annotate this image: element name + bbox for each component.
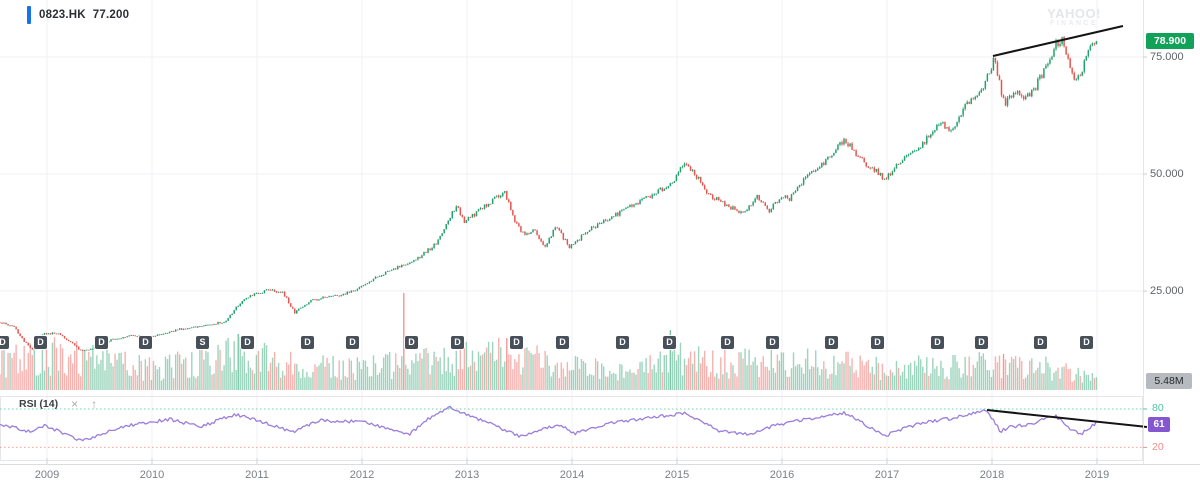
dividend-marker[interactable]: D	[1034, 336, 1047, 349]
dividend-marker[interactable]: D	[871, 336, 884, 349]
split-marker[interactable]: S	[196, 336, 209, 349]
rsi-overbought-fill	[0, 406, 1097, 409]
last-price-badge: 78.900	[1146, 33, 1194, 49]
price-axis-label: 25.000	[1150, 285, 1184, 297]
dividend-marker[interactable]: D	[663, 336, 676, 349]
watermark-line1: YAHOO!	[1047, 6, 1101, 21]
price-axis-label: 50.000	[1150, 168, 1184, 180]
year-label: 2017	[874, 469, 900, 481]
rsi-close-icon[interactable]: ×	[71, 397, 79, 411]
year-label: 2010	[139, 469, 165, 481]
year-label: 2011	[245, 469, 269, 481]
accent-bar	[27, 6, 31, 24]
rsi-trendline[interactable]	[986, 409, 1148, 428]
dividend-marker[interactable]: D	[95, 336, 108, 349]
rsi-line	[0, 405, 1097, 442]
dividend-marker[interactable]: D	[931, 336, 944, 349]
volume-badge: 5.48M	[1146, 373, 1192, 389]
dividend-marker[interactable]: D	[616, 336, 629, 349]
symbol-price-header: 0823.HK 77.200	[27, 6, 129, 24]
year-label: 2018	[979, 469, 1005, 481]
axes-frame	[0, 0, 1200, 465]
dividend-marker[interactable]: D	[721, 336, 734, 349]
yahoo-watermark: YAHOO! FINANCE	[1038, 7, 1110, 28]
dividend-marker[interactable]: D	[825, 336, 838, 349]
time-axis[interactable]: 2009 2010 2011 2012 2013 2014 2015 2016 2017 2018…	[0, 464, 1200, 490]
year-label: 2012	[349, 469, 375, 481]
dividend-marker[interactable]: D	[1080, 336, 1093, 349]
volume-series	[0, 293, 1098, 390]
year-label: 2019	[1084, 469, 1110, 481]
dividend-marker[interactable]: D	[0, 336, 9, 349]
price-axis[interactable]: 75.000 50.000 25.000	[1143, 0, 1200, 464]
year-label: 2009	[34, 469, 60, 481]
year-label: 2015	[664, 469, 690, 481]
year-label: 2014	[559, 469, 585, 481]
dividend-marker[interactable]: D	[301, 336, 314, 349]
price-label: 77.200	[92, 9, 130, 21]
price-axis-label: 75.000	[1150, 51, 1184, 63]
candlestick-series	[0, 35, 1098, 352]
rsi-20-label: 20	[1152, 441, 1164, 453]
year-label: 2013	[454, 469, 480, 481]
dividend-marker[interactable]: D	[766, 336, 779, 349]
rsi-label: RSI (14)	[19, 398, 59, 410]
rsi-move-up-icon[interactable]: ↑	[91, 397, 98, 411]
dividend-marker[interactable]: D	[451, 336, 464, 349]
symbol-label: 0823.HK	[39, 9, 86, 21]
gridlines	[0, 0, 1143, 461]
price-trendline[interactable]	[992, 25, 1124, 57]
dividend-marker[interactable]: D	[556, 336, 569, 349]
watermark-line2: FINANCE	[1050, 20, 1098, 27]
dividend-marker[interactable]: D	[510, 336, 523, 349]
dividend-marker[interactable]: D	[975, 336, 988, 349]
dividend-marker[interactable]: D	[34, 336, 47, 349]
rsi-indicator-header: RSI (14) × ↑	[19, 398, 97, 410]
rsi-value-badge: 61	[1148, 417, 1170, 432]
rsi-80-label: 80	[1152, 402, 1164, 414]
dividend-marker[interactable]: D	[139, 336, 152, 349]
dividend-marker[interactable]: D	[405, 336, 418, 349]
dividend-marker[interactable]: D	[241, 336, 254, 349]
dividend-marker[interactable]: D	[346, 336, 359, 349]
year-label: 2016	[769, 469, 795, 481]
